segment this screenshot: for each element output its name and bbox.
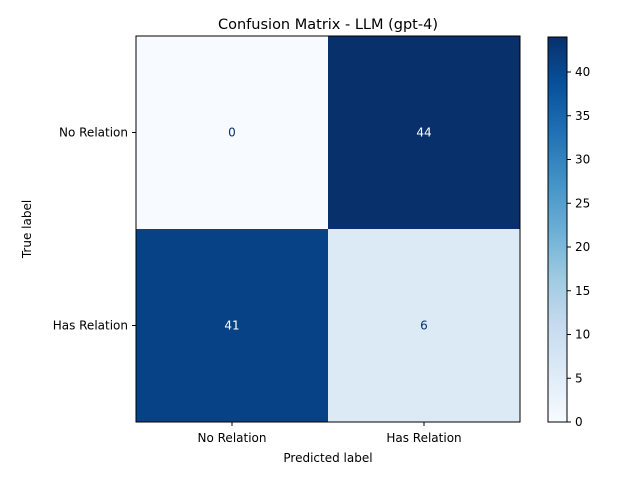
y-tick-label: No Relation [59, 126, 128, 140]
cell-value-label: 44 [416, 126, 431, 140]
heatmap-cell [328, 229, 520, 422]
colorbar-tick-label: 35 [575, 109, 590, 123]
plot-frame [135, 35, 521, 423]
colorbar-tick-label: 10 [575, 328, 590, 342]
cell-value-label: 41 [224, 319, 239, 333]
colorbar-tick-label: 5 [575, 371, 583, 385]
x-tick-label: No Relation [198, 431, 267, 445]
colorbar-tick-label: 20 [575, 240, 590, 254]
colorbar [547, 36, 568, 423]
y-tick-label: Has Relation [53, 319, 128, 333]
chart-title: Confusion Matrix - LLM (gpt-4) [218, 17, 438, 33]
heatmap-cell [136, 229, 328, 422]
heatmap-cell [136, 36, 328, 229]
y-axis-label: True label [20, 200, 34, 259]
cell-value-label: 0 [228, 126, 236, 140]
cell-value-label: 6 [420, 319, 428, 333]
heatmap-cell [328, 36, 520, 229]
colorbar-tick-label: 15 [575, 284, 590, 298]
colorbar-tick-label: 30 [575, 153, 590, 167]
colorbar-tick-label: 40 [575, 65, 590, 79]
x-tick-label: Has Relation [386, 431, 461, 445]
colorbar-tick-label: 25 [575, 196, 590, 210]
x-axis-label: Predicted label [283, 451, 372, 465]
colorbar-tick-label: 0 [575, 415, 583, 429]
